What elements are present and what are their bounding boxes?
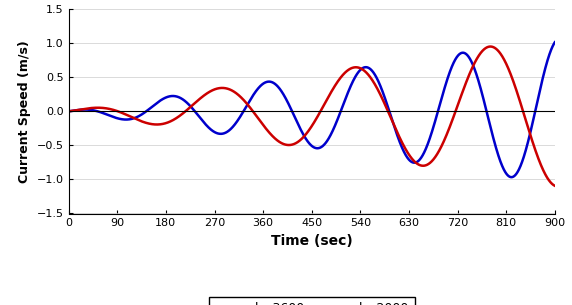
h=3600 [363, 65, 370, 69]
h=2000 [195, 98, 202, 102]
h=2000 [93, 106, 100, 109]
h=2000 [363, 70, 370, 74]
h=2000 [487, 45, 494, 48]
h=2000 [551, 184, 558, 188]
h=2000 [65, 109, 72, 113]
h=3600 [449, 64, 456, 67]
Y-axis label: Current Speed (m/s): Current Speed (m/s) [18, 40, 31, 183]
h=3600 [93, 109, 100, 113]
h=3600 [551, 40, 558, 44]
h=2000 [370, 80, 376, 83]
Line: h=3600: h=3600 [69, 42, 555, 177]
Line: h=2000: h=2000 [69, 47, 555, 186]
h=3600 [508, 175, 515, 179]
h=3600 [543, 61, 550, 65]
h=3600 [195, 114, 202, 118]
X-axis label: Time (sec): Time (sec) [271, 234, 352, 248]
h=3600 [65, 109, 72, 113]
h=2000 [449, 118, 456, 122]
h=3600 [370, 70, 376, 74]
Legend: h=3600, h=2000: h=3600, h=2000 [209, 297, 415, 305]
h=2000 [543, 175, 550, 179]
